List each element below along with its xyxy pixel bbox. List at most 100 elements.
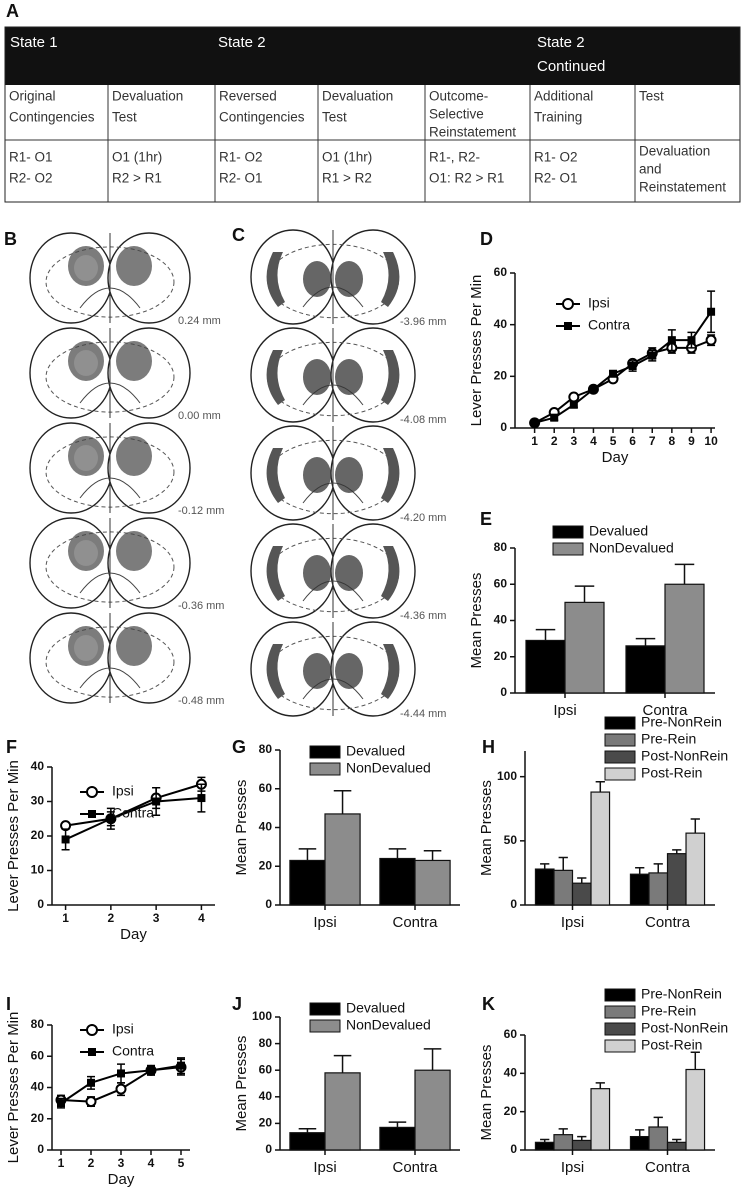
legend-label: Post-NonRein [641, 748, 728, 764]
x-tick-label: 7 [649, 434, 656, 448]
point [147, 1066, 155, 1075]
y-tick-label: 0 [265, 1142, 272, 1156]
bar [571, 1139, 592, 1151]
panel-label: D [480, 229, 493, 249]
table-cell: Devaluation [112, 89, 183, 104]
y-tick-label: 40 [259, 820, 273, 834]
y-tick-label: 20 [31, 1111, 45, 1125]
section-label: -4.20 mm [400, 512, 446, 524]
y-tick-label: 40 [504, 1066, 518, 1080]
x-tick-label: Ipsi [313, 1159, 336, 1176]
lesion [335, 261, 363, 297]
lesion [116, 436, 152, 476]
hippocampus [381, 448, 400, 503]
bar [685, 1068, 706, 1151]
legend-label: Devalued [589, 523, 648, 539]
bar [625, 645, 666, 694]
x-tick-label: 6 [629, 434, 636, 448]
y-tick-label: 20 [259, 858, 273, 872]
chart: F 0 10 20 30 40 Lever Presses Per Min 1 2 3 4 Day Ip… [5, 737, 215, 943]
table-cell: R1 > R2 [322, 171, 372, 186]
lesion [74, 255, 98, 281]
panel-label: B [4, 229, 17, 249]
lesion [335, 359, 363, 395]
section-label: -0.36 mm [178, 600, 224, 612]
table-cell: R1-, R2- [429, 150, 480, 165]
x-tick-label: 9 [688, 434, 695, 448]
series-line [65, 783, 202, 827]
point [87, 1078, 95, 1087]
lesion [74, 445, 98, 471]
bar [289, 859, 326, 906]
y-tick-label: 100 [497, 769, 517, 783]
bar [666, 853, 687, 906]
table-cell: O1 (1hr) [112, 150, 162, 165]
error-bar [333, 789, 352, 814]
legend-swatch [552, 542, 584, 556]
legend-label: Ipsi [112, 783, 134, 799]
error-bar [690, 1051, 700, 1070]
error-bar [423, 1048, 442, 1071]
point [57, 1099, 65, 1108]
y-tick-label: 0 [265, 897, 272, 911]
error-bar [653, 863, 663, 873]
error-bar [690, 818, 700, 834]
legend-swatch [309, 1019, 341, 1033]
x-tick-label: Contra [645, 914, 691, 931]
error-bar [558, 1128, 568, 1135]
brain-structure [79, 477, 141, 499]
bar [324, 1072, 361, 1151]
y-tick-label: 20 [494, 369, 508, 383]
x-tick-label: 3 [153, 911, 160, 925]
lesion [116, 531, 152, 571]
section-label: 0.00 mm [178, 410, 221, 422]
bar [525, 639, 566, 694]
brain-outline [330, 327, 416, 423]
y-tick-label: 50 [504, 833, 518, 847]
lesion [335, 653, 363, 689]
bar [553, 869, 574, 906]
x-tick-label: 4 [590, 434, 597, 448]
y-tick-label: 80 [259, 742, 273, 756]
point [550, 413, 559, 422]
point [115, 1083, 127, 1095]
y-tick-label: 30 [31, 794, 45, 808]
hippocampus [381, 644, 400, 699]
y-tick-label: 60 [504, 1027, 518, 1041]
lesion [303, 261, 331, 297]
table-cell: Original [9, 89, 56, 104]
legend-label: NonDevalued [346, 760, 431, 776]
error-bar [672, 849, 682, 854]
y-tick-label: 60 [259, 1062, 273, 1076]
panel-label: H [482, 737, 495, 757]
y-axis-label: Mean Presses [478, 1045, 495, 1141]
point [628, 362, 637, 370]
table-cell: and [639, 162, 662, 177]
section-label: 0.24 mm [178, 315, 221, 327]
table-cell: Reversed [219, 89, 277, 104]
point [197, 794, 206, 803]
panel-label: C [232, 225, 245, 245]
y-axis-label: Lever Presses Per Min [468, 275, 485, 427]
point [106, 814, 115, 823]
legend-label: NonDevalued [589, 540, 674, 556]
panel-label: A [6, 1, 19, 21]
lesion [335, 457, 363, 493]
table-cell: O1: R2 > R1 [429, 171, 504, 186]
bar [289, 1132, 326, 1151]
brain-outline [330, 425, 416, 521]
table-cell: Test [639, 89, 664, 104]
point [177, 1061, 185, 1070]
series-line [65, 797, 202, 841]
hippocampus [381, 546, 400, 601]
x-axis-label: Day [120, 926, 147, 943]
y-tick-label: 0 [510, 897, 517, 911]
y-tick-label: 20 [259, 1116, 273, 1130]
legend-marker [86, 786, 98, 798]
x-tick-label: Contra [392, 914, 438, 931]
legend-swatch [604, 733, 636, 747]
table-cell: Selective [429, 107, 484, 122]
bar [685, 832, 706, 906]
